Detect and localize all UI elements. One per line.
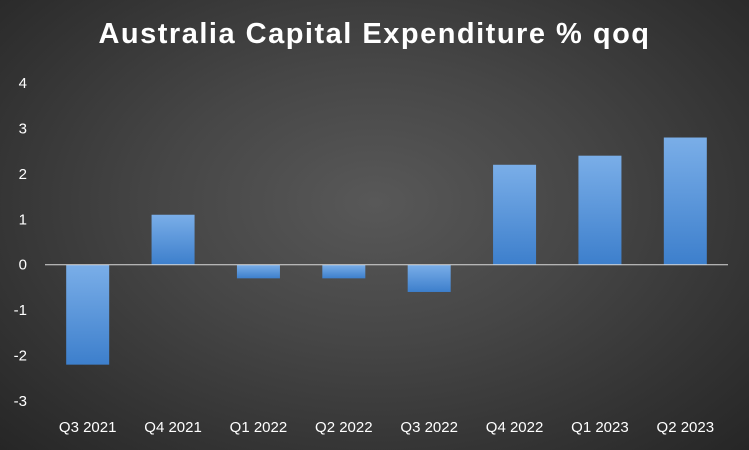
y-axis-tick-labels: 4 3 2 1 0 -1 -2 -3 [14, 75, 27, 410]
x-tick-label: Q2 2023 [657, 419, 715, 436]
bar [578, 155, 622, 265]
x-tick-label: Q1 2023 [571, 419, 629, 436]
y-tick-label: 4 [19, 75, 27, 92]
bar [322, 264, 366, 279]
y-tick-label: 1 [19, 211, 27, 228]
x-tick-label: Q2 2022 [315, 419, 373, 436]
x-tick-label: Q3 2022 [400, 419, 458, 436]
bar [151, 214, 195, 265]
y-tick-label: 3 [19, 120, 27, 137]
bar [236, 264, 280, 279]
bar [493, 164, 537, 265]
bar [66, 264, 110, 365]
x-tick-label: Q1 2022 [230, 419, 288, 436]
y-tick-label: -1 [14, 302, 27, 319]
x-axis-tick-labels: Q3 2021 Q4 2021 Q1 2022 Q2 2022 Q3 2022 Q4 20… [59, 419, 714, 436]
bar [663, 137, 707, 265]
bar [407, 264, 451, 292]
bar-series [66, 137, 707, 365]
y-tick-label: 0 [19, 257, 27, 274]
x-tick-label: Q4 2021 [144, 419, 202, 436]
chart-title: Australia Capital Expenditure % qoq [98, 18, 651, 50]
x-tick-label: Q4 2022 [486, 419, 544, 436]
y-tick-label: -2 [14, 348, 27, 365]
y-tick-label: -3 [14, 393, 27, 410]
y-tick-label: 2 [19, 166, 27, 183]
x-tick-label: Q3 2021 [59, 419, 117, 436]
